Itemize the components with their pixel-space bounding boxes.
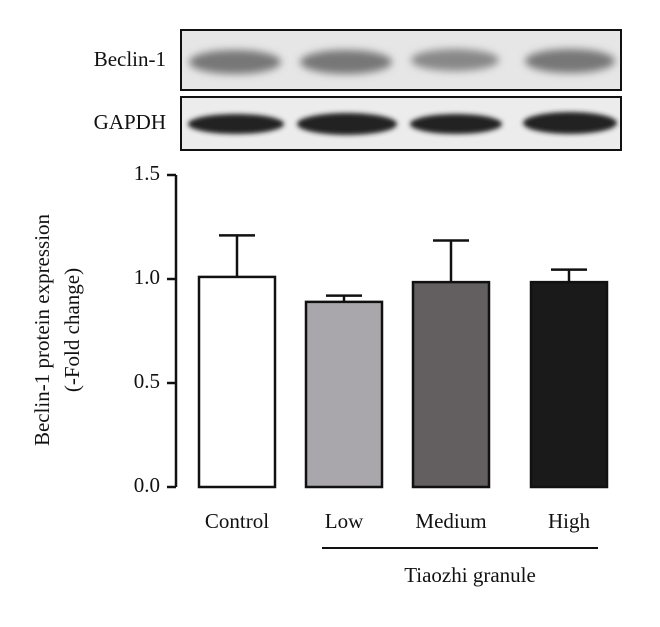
y-tick-label: 1.0	[134, 265, 160, 289]
x-tick-label: Control	[205, 509, 269, 533]
bar	[197, 275, 277, 489]
western-blot: Beclin-1 GAPDH	[94, 29, 622, 151]
blot-bands	[188, 112, 617, 135]
x-tick-label: Medium	[415, 509, 486, 533]
x-tick-label: Low	[325, 509, 364, 533]
y-axis-title-line: Beclin-1 protein expression	[30, 213, 54, 446]
y-tick-label: 1.5	[134, 161, 160, 185]
y-axis-title: Beclin-1 protein expression (-Fold chang…	[30, 213, 84, 446]
blot-label: GAPDH	[94, 110, 166, 134]
blot-label: Beclin-1	[94, 47, 166, 71]
blot-bands	[189, 49, 615, 74]
bar	[304, 300, 384, 489]
y-tick-label: 0.5	[134, 369, 160, 393]
group-label: Tiaozhi granule	[404, 563, 536, 587]
bar	[411, 280, 491, 489]
x-tick-label: High	[548, 509, 591, 533]
y-tick-label: 0.0	[134, 473, 160, 497]
bar	[529, 280, 609, 489]
y-axis-title-line: (-Fold change)	[60, 268, 84, 392]
